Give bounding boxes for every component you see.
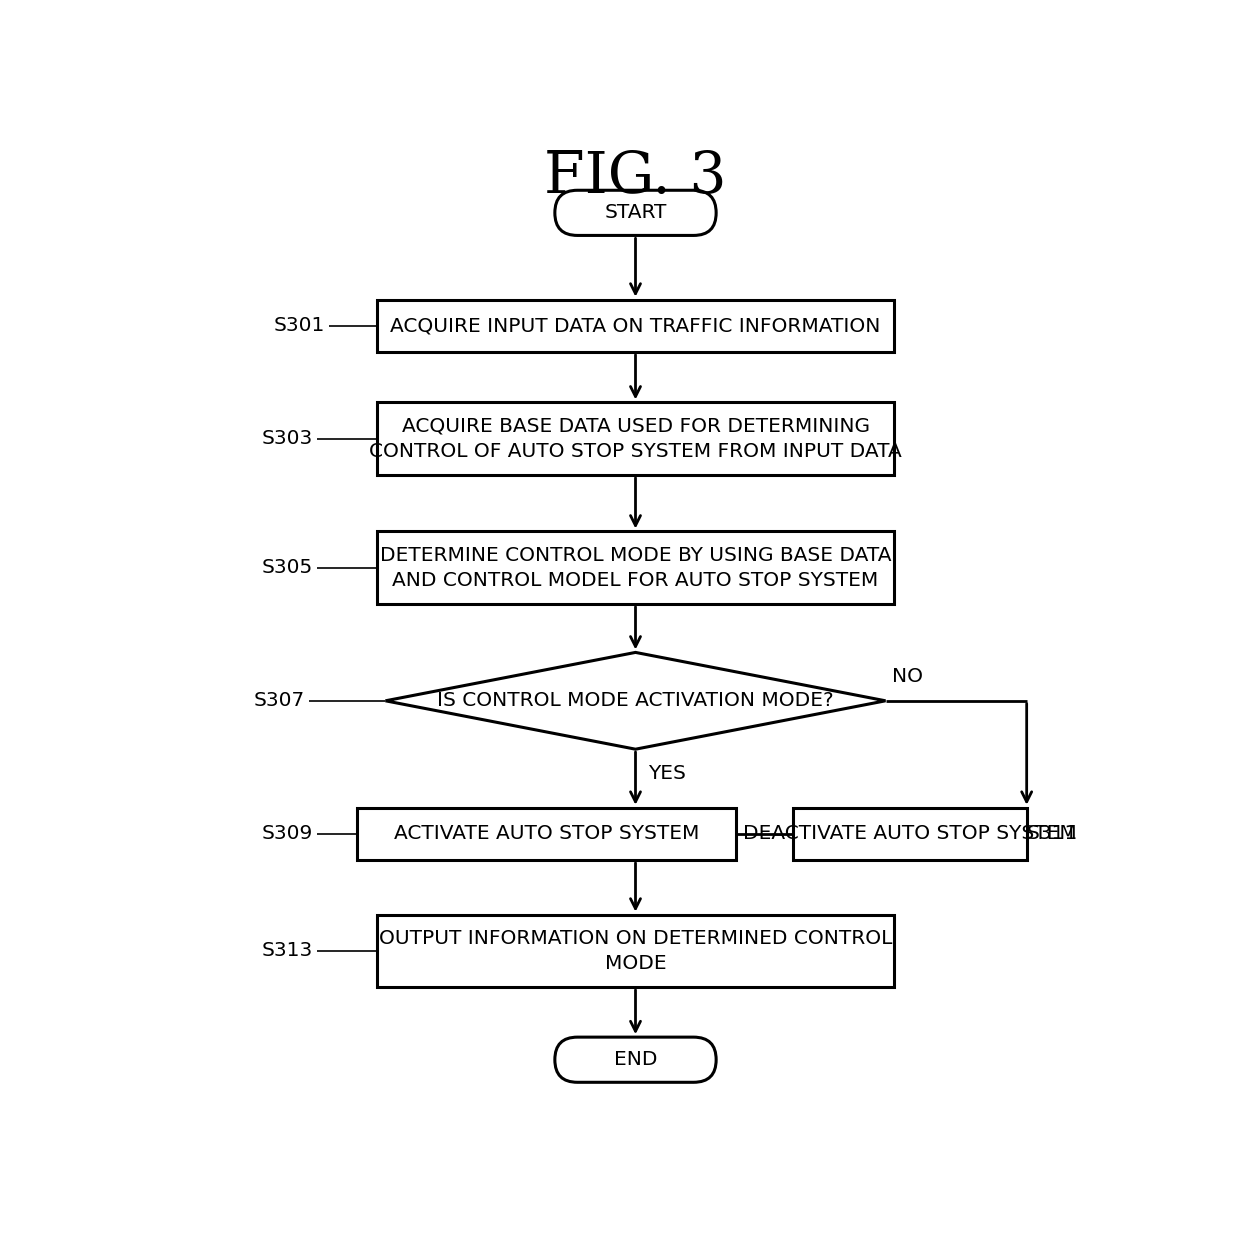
Text: S311: S311 [1027, 824, 1078, 843]
Text: S301: S301 [274, 316, 325, 335]
Bar [377, 915, 894, 988]
Text: NO: NO [892, 667, 923, 686]
Text: ACQUIRE INPUT DATA ON TRAFFIC INFORMATION: ACQUIRE INPUT DATA ON TRAFFIC INFORMATIO… [391, 316, 880, 335]
Polygon shape [386, 653, 885, 749]
Bar [377, 299, 894, 352]
Text: IS CONTROL MODE ACTIVATION MODE?: IS CONTROL MODE ACTIVATION MODE? [438, 691, 833, 711]
Text: S313: S313 [262, 942, 312, 960]
Bar [792, 807, 1027, 860]
FancyBboxPatch shape [554, 190, 717, 235]
Text: S303: S303 [262, 429, 312, 449]
Text: ACQUIRE BASE DATA USED FOR DETERMINING
CONTROL OF AUTO STOP SYSTEM FROM INPUT DA: ACQUIRE BASE DATA USED FOR DETERMINING C… [370, 417, 901, 461]
Bar [377, 403, 894, 475]
Bar [357, 807, 737, 860]
Text: S305: S305 [262, 559, 312, 577]
Text: FIG. 3: FIG. 3 [544, 148, 727, 204]
Bar [377, 531, 894, 604]
Text: ACTIVATE AUTO STOP SYSTEM: ACTIVATE AUTO STOP SYSTEM [394, 824, 699, 843]
Text: OUTPUT INFORMATION ON DETERMINED CONTROL
MODE: OUTPUT INFORMATION ON DETERMINED CONTROL… [378, 928, 893, 973]
FancyBboxPatch shape [554, 1037, 717, 1083]
Text: YES: YES [647, 764, 686, 782]
Text: DEACTIVATE AUTO STOP SYSTEM: DEACTIVATE AUTO STOP SYSTEM [743, 824, 1076, 843]
Text: DETERMINE CONTROL MODE BY USING BASE DATA
AND CONTROL MODEL FOR AUTO STOP SYSTEM: DETERMINE CONTROL MODE BY USING BASE DAT… [379, 546, 892, 590]
Text: START: START [604, 204, 667, 222]
Text: END: END [614, 1051, 657, 1069]
Text: S309: S309 [262, 824, 312, 843]
Text: S307: S307 [253, 691, 305, 711]
